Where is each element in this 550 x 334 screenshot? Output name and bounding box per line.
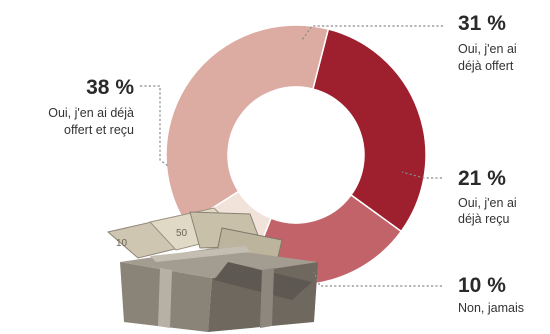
label-offert: 31 % Oui, j'en ai déjà offert — [458, 12, 517, 73]
slice-offert — [311, 28, 427, 233]
svg-text:50: 50 — [176, 228, 188, 239]
category-label-offert-recu-line2: offert et reçu — [64, 123, 134, 137]
category-label-offert-line1: Oui, j'en ai — [458, 42, 517, 56]
category-label-recu-line2: déjà reçu — [458, 212, 509, 226]
category-label-recu-line1: Oui, j'en ai — [458, 196, 517, 210]
label-jamais: 10 % Non, jamais — [458, 274, 524, 315]
value-label-recu: 21 % — [458, 167, 506, 190]
gift-box-with-banknotes-image: 10 50 — [106, 207, 318, 332]
value-label-offert-recu: 38 % — [86, 76, 134, 99]
category-label-offert-line2: déjà offert — [458, 59, 514, 73]
category-label-jamais-line1: Non, jamais — [458, 301, 524, 315]
label-recu: 21 % Oui, j'en ai déjà reçu — [458, 167, 517, 226]
value-label-jamais: 10 % — [458, 274, 506, 297]
label-offert-recu: 38 % Oui, j'en ai déjà offert et reçu — [48, 76, 134, 137]
category-label-offert-recu-line1: Oui, j'en ai déjà — [48, 106, 134, 120]
svg-text:10: 10 — [116, 238, 128, 249]
value-label-offert: 31 % — [458, 12, 506, 35]
leader-lines — [140, 25, 443, 287]
slice-offert-recu — [165, 24, 330, 226]
slice-labels: 31 % Oui, j'en ai déjà offert 21 % Oui, … — [48, 12, 524, 315]
